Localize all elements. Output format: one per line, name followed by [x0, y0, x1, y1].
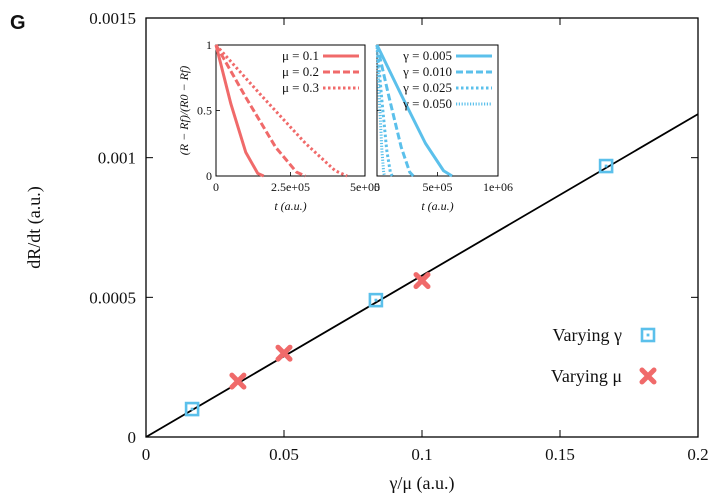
y-tick-label: 0.0005 — [89, 288, 136, 307]
y-tick-label: 0.001 — [98, 149, 136, 168]
x-axis-label: γ/μ (a.u.) — [388, 473, 454, 494]
data-point-varying-gamma — [598, 158, 614, 174]
inset-gamma-series-line — [375, 44, 394, 177]
data-point-varying-mu — [275, 344, 293, 362]
y-axis-label: dR/dt (a.u.) — [24, 186, 45, 269]
inset-mu-y-tick-label: 0.5 — [197, 104, 212, 118]
inset-mu-x-tick-label: 0 — [213, 180, 219, 194]
legend-label-varying-mu: Varying μ — [551, 366, 622, 386]
inset-mu-y-tick-label: 0 — [206, 169, 212, 183]
data-point-varying-gamma-center — [374, 298, 378, 302]
x-tick-label: 0 — [142, 445, 151, 464]
inset-mu-series-line — [214, 44, 265, 178]
data-point-varying-gamma-center — [190, 407, 194, 411]
data-point-varying-gamma-center — [604, 164, 608, 168]
inset-gamma-series-line — [375, 44, 453, 178]
legend-marker-varying-mu — [639, 367, 657, 385]
inset-gamma-x-tick-label: 5e+05 — [422, 180, 452, 194]
inset-gamma-legend-label: γ = 0.005 — [402, 48, 452, 63]
inset-mu-legend-label: μ = 0.2 — [282, 64, 319, 79]
data-point-varying-mu — [229, 372, 247, 390]
inset-mu-legend-label: μ = 0.1 — [282, 48, 319, 63]
data-point-varying-mu — [413, 272, 431, 290]
data-point-varying-gamma — [368, 292, 384, 308]
inset-mu-series-line — [214, 44, 307, 178]
x-tick-label: 0.15 — [545, 445, 575, 464]
inset-gamma-legend-label: γ = 0.025 — [402, 80, 452, 95]
inset-gamma-series-line — [375, 44, 386, 177]
legend-marker-varying-gamma-center — [646, 333, 650, 337]
x-tick-label: 0.1 — [411, 445, 432, 464]
inset-mu-x-tick-label: 2.5e+05 — [271, 180, 310, 194]
inset-gamma-x-tick-label: 1e+06 — [483, 180, 513, 194]
inset-mu-y-tick-label: 1 — [206, 38, 212, 52]
inset-gamma-series-line — [375, 44, 415, 178]
inset-gamma-x-tick-label: 0 — [374, 180, 380, 194]
legend-marker-varying-gamma — [640, 327, 656, 343]
inset-mu-y-axis-label: (R − Rf)/(R0 − Rf) — [177, 66, 191, 156]
inset-gamma-legend-label: γ = 0.050 — [402, 96, 452, 111]
inset-gamma-x-axis-label: t (a.u.) — [421, 199, 453, 213]
y-tick-label: 0.0015 — [89, 9, 136, 28]
data-point-varying-gamma — [184, 401, 200, 417]
panel-letter: G — [10, 12, 26, 34]
inset-mu-x-axis-label: t (a.u.) — [274, 199, 306, 213]
legend-label-varying-gamma: Varying γ — [553, 325, 622, 345]
inset-gamma-legend-label: γ = 0.010 — [402, 64, 452, 79]
inset-mu-x-tick-label: 5e+05 — [350, 180, 380, 194]
x-tick-label: 0.2 — [687, 445, 708, 464]
inset-mu-legend-label: μ = 0.3 — [282, 80, 319, 95]
x-tick-label: 0.05 — [269, 445, 299, 464]
y-tick-label: 0 — [128, 428, 137, 447]
